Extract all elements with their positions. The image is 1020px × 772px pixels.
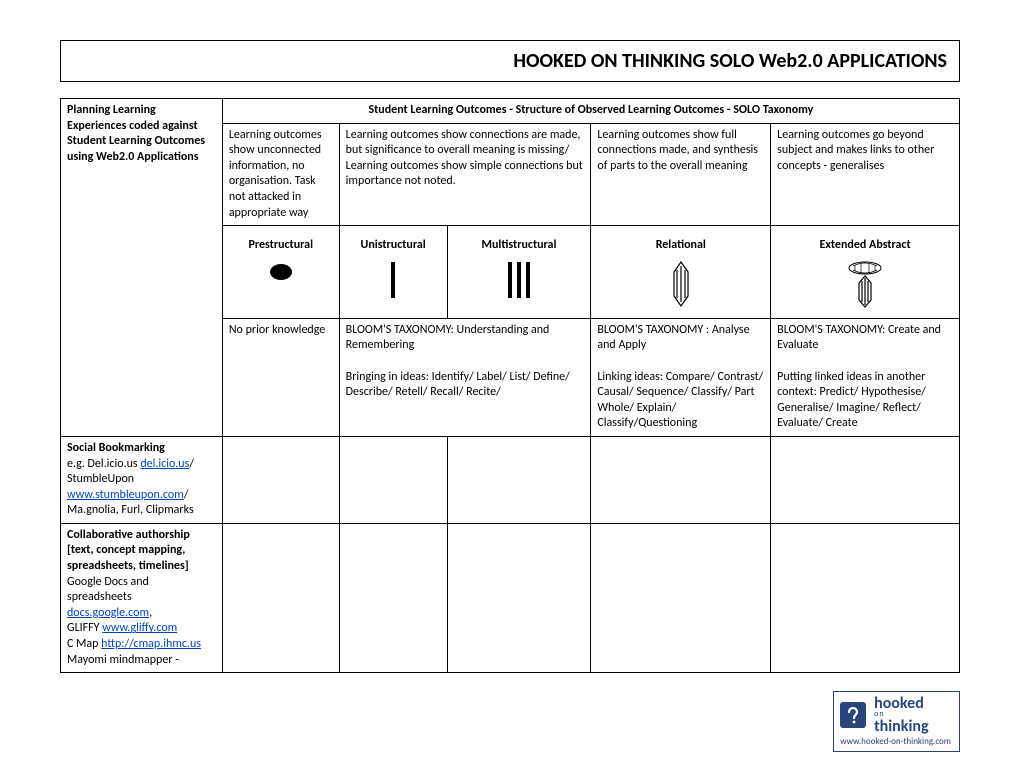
row-collab-l1: Google Docs and spreadsheets (67, 575, 149, 605)
stage-relational: Relational (597, 230, 764, 260)
desc-prestructural: Learning outcomes show unconnected infor… (222, 123, 339, 226)
desc-relational: Learning outcomes show full connections … (591, 123, 771, 226)
cell-collab-ext (771, 523, 960, 672)
row-collab-l2c: , (149, 606, 152, 620)
bloom-rel-1: BLOOM'S TAXONOMY : Analyse and Apply (597, 323, 764, 354)
stage-unistructural: Unistructural (346, 230, 441, 260)
row-collab: Collaborative authorship [text, concept … (61, 523, 223, 672)
row-social: Social Bookmarking e.g. Del.icio.us del.… (61, 436, 223, 523)
logo-mark-icon (840, 702, 866, 728)
logo: hooked on thinking www.hooked-on-thinkin… (833, 691, 960, 752)
cell-collab-multi (447, 523, 591, 672)
stage-multistructural: Multistructural (454, 230, 585, 260)
cell-social-ext (771, 436, 960, 523)
relational-icon (597, 260, 764, 314)
header-top: Student Learning Outcomes - Structure of… (222, 99, 959, 124)
three-bars-icon (454, 260, 585, 314)
stage-extended: Extended Abstract (777, 230, 953, 260)
row-social-l2c: / (184, 488, 189, 502)
row-collab-l3a: GLIFFY (67, 621, 102, 635)
cell-social-uni (339, 436, 447, 523)
desc-uni-multi: Learning outcomes show connections are m… (339, 123, 591, 226)
cell-social-pre (222, 436, 339, 523)
stage-cell-rel: Relational (591, 226, 771, 319)
logo-text: hooked on thinking (874, 696, 928, 734)
bloom-rel-2: Linking ideas: Compare/ Contrast/ Causal… (597, 370, 764, 432)
cell-collab-uni (339, 523, 447, 672)
extended-icon (777, 260, 953, 314)
row-social-l1a: e.g. Del.icio.us (67, 457, 140, 471)
footer: hooked on thinking www.hooked-on-thinkin… (60, 691, 960, 752)
dot-icon (229, 260, 333, 314)
bloom-uni-multi: BLOOM'S TAXONOMY: Understanding and Reme… (339, 318, 591, 436)
stage-cell-pre: Prestructural (222, 226, 339, 319)
bloom-uni-multi-2: Bringing in ideas: Identify/ Label/ List… (346, 370, 585, 401)
row-collab-l4a: C Map (67, 637, 101, 651)
header-left: Planning Learning Experiences coded agai… (61, 99, 223, 437)
stage-cell-uni: Unistructural (339, 226, 447, 319)
single-bar-icon (346, 260, 441, 314)
row-collab-title: Collaborative authorship [text, concept … (67, 528, 190, 573)
bloom-rel: BLOOM'S TAXONOMY : Analyse and Apply Lin… (591, 318, 771, 436)
link-googledocs[interactable]: docs.google.com (67, 606, 149, 620)
bloom-ext-1: BLOOM'S TAXONOMY: Create and Evaluate (777, 323, 953, 354)
row-social-l3: Ma.gnolia, Furl, Clipmarks (67, 503, 194, 517)
desc-extended: Learning outcomes go beyond subject and … (771, 123, 960, 226)
bloom-uni-multi-1: BLOOM'S TAXONOMY: Understanding and Reme… (346, 323, 585, 354)
logo-url: www.hooked-on-thinking.com (840, 736, 951, 747)
cell-collab-rel (591, 523, 771, 672)
stage-prestructural: Prestructural (229, 230, 333, 260)
bloom-ext: BLOOM'S TAXONOMY: Create and Evaluate Pu… (771, 318, 960, 436)
stage-cell-multi: Multistructural (447, 226, 591, 319)
cell-collab-pre (222, 523, 339, 672)
row-social-title: Social Bookmarking (67, 441, 165, 455)
stage-cell-ext: Extended Abstract (771, 226, 960, 319)
cell-social-rel (591, 436, 771, 523)
link-delicious[interactable]: del.icio.us (140, 457, 189, 471)
solo-table: Planning Learning Experiences coded agai… (60, 98, 960, 673)
bloom-pre: No prior knowledge (222, 318, 339, 436)
link-cmap[interactable]: http://cmap.ihmc.us (101, 637, 201, 651)
logo-word3: thinking (874, 717, 928, 736)
row-collab-l5: Mayomi mindmapper - (67, 653, 179, 667)
bloom-ext-2: Putting linked ideas in another context:… (777, 370, 953, 432)
link-gliffy[interactable]: www.gliffy.com (102, 621, 177, 635)
page-title: HOOKED ON THINKING SOLO Web2.0 APPLICATI… (60, 40, 960, 82)
cell-social-multi (447, 436, 591, 523)
link-stumbleupon[interactable]: www.stumbleupon.com (67, 488, 184, 502)
